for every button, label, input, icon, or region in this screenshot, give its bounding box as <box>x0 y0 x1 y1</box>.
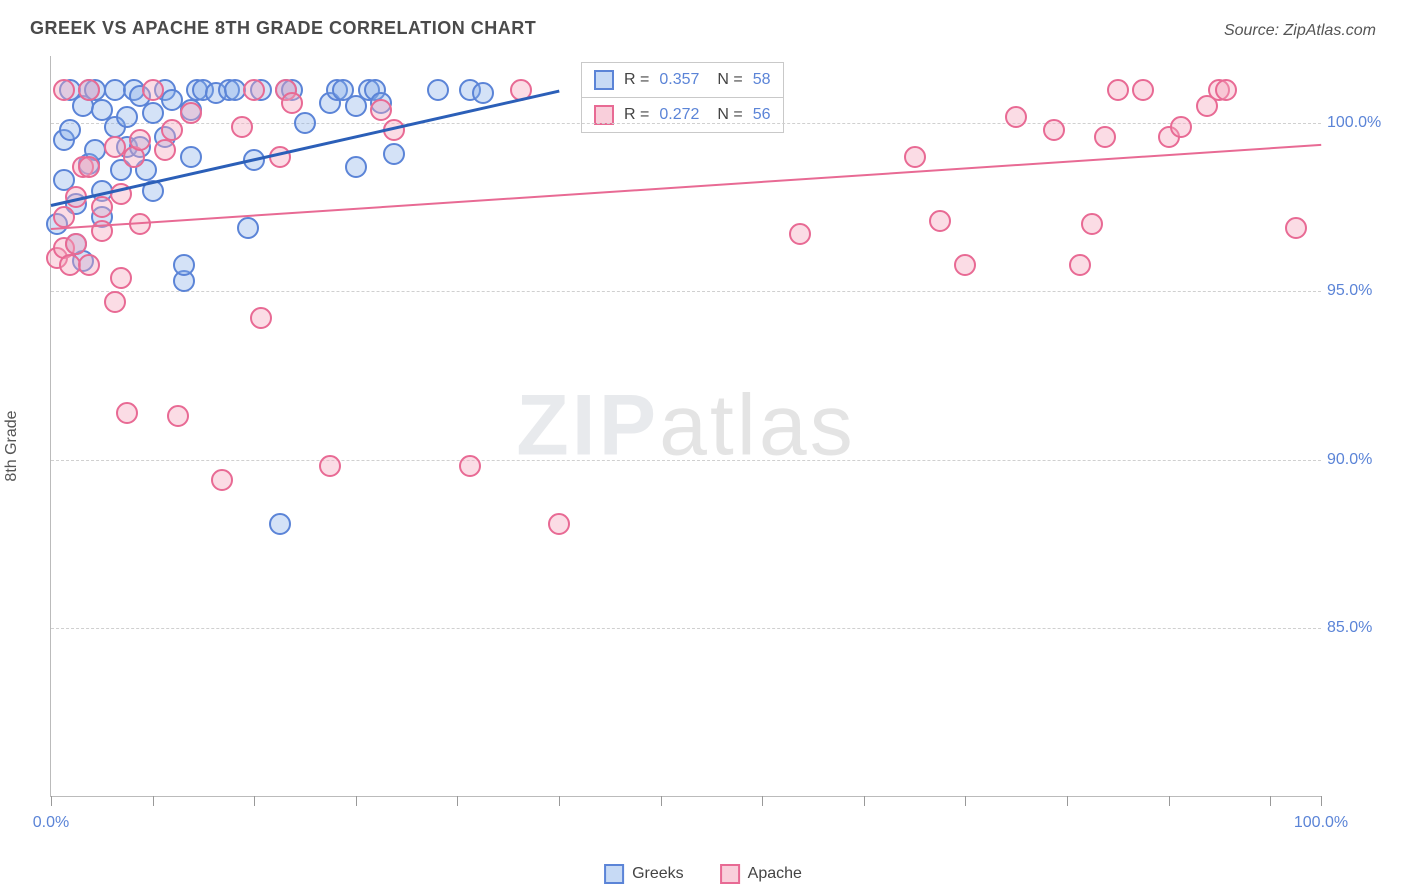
stats-n-value: 58 <box>753 63 771 97</box>
scatter-point-apache <box>281 92 303 114</box>
scatter-point-apache <box>167 405 189 427</box>
x-tick <box>356 796 357 806</box>
scatter-point-apache <box>1043 119 1065 141</box>
scatter-point-apache <box>904 146 926 168</box>
scatter-point-greeks <box>59 119 81 141</box>
scatter-point-apache <box>1094 126 1116 148</box>
x-tick <box>864 796 865 806</box>
scatter-point-greeks <box>269 513 291 535</box>
scatter-point-greeks <box>116 106 138 128</box>
plot-area: ZIPatlas R =0.357N =58R =0.272N =56 85.0… <box>50 56 1321 797</box>
x-tick-label: 0.0% <box>33 814 69 832</box>
stats-row: R = 0.272 N = 56 <box>582 98 783 132</box>
scatter-point-apache <box>459 455 481 477</box>
stats-r-label: R = <box>624 98 649 132</box>
scatter-point-apache <box>78 79 100 101</box>
scatter-point-greeks <box>472 82 494 104</box>
legend-label: Greeks <box>632 865 684 883</box>
x-tick-label: 100.0% <box>1294 814 1348 832</box>
x-tick <box>1169 796 1170 806</box>
stats-n-label: N = <box>717 98 742 132</box>
legend-item-apache: Apache <box>720 864 802 884</box>
x-tick <box>1270 796 1271 806</box>
stats-swatch-icon <box>594 70 614 90</box>
scatter-point-apache <box>104 291 126 313</box>
x-tick <box>661 796 662 806</box>
scatter-point-apache <box>65 233 87 255</box>
legend-swatch-icon <box>720 864 740 884</box>
scatter-point-apache <box>954 254 976 276</box>
scatter-point-apache <box>789 223 811 245</box>
x-tick <box>1321 796 1322 806</box>
scatter-point-apache <box>78 254 100 276</box>
scatter-point-apache <box>231 116 253 138</box>
scatter-point-apache <box>1107 79 1129 101</box>
scatter-point-greeks <box>142 102 164 124</box>
scatter-point-apache <box>250 307 272 329</box>
scatter-point-apache <box>91 196 113 218</box>
x-tick <box>51 796 52 806</box>
scatter-point-apache <box>1132 79 1154 101</box>
scatter-point-greeks <box>383 143 405 165</box>
x-tick <box>762 796 763 806</box>
x-tick <box>254 796 255 806</box>
chart-source: Source: ZipAtlas.com <box>1224 22 1376 40</box>
gridline <box>51 460 1321 461</box>
x-tick <box>457 796 458 806</box>
scatter-point-apache <box>110 267 132 289</box>
scatter-point-apache <box>370 99 392 121</box>
legend-item-greeks: Greeks <box>604 864 684 884</box>
y-tick-label: 90.0% <box>1327 451 1406 469</box>
scatter-point-apache <box>53 206 75 228</box>
x-tick <box>153 796 154 806</box>
scatter-point-apache <box>53 79 75 101</box>
scatter-point-apache <box>154 139 176 161</box>
watermark: ZIPatlas <box>516 377 855 476</box>
legend: Greeks Apache <box>604 864 802 884</box>
stats-n-label: N = <box>717 63 742 97</box>
scatter-point-greeks <box>180 146 202 168</box>
x-tick <box>559 796 560 806</box>
gridline <box>51 628 1321 629</box>
scatter-point-apache <box>1170 116 1192 138</box>
scatter-point-apache <box>211 469 233 491</box>
scatter-point-apache <box>319 455 341 477</box>
scatter-point-greeks <box>427 79 449 101</box>
stats-r-value: 0.272 <box>659 98 699 132</box>
scatter-point-apache <box>1069 254 1091 276</box>
scatter-point-greeks <box>294 112 316 134</box>
scatter-point-greeks <box>237 217 259 239</box>
y-tick-label: 100.0% <box>1327 114 1406 132</box>
stats-swatch-icon <box>594 105 614 125</box>
scatter-point-apache <box>243 79 265 101</box>
regression-line-apache <box>51 143 1321 229</box>
y-tick-label: 95.0% <box>1327 282 1406 300</box>
scatter-point-apache <box>548 513 570 535</box>
stats-row: R = 0.357 N = 58 <box>582 63 783 98</box>
scatter-point-apache <box>142 79 164 101</box>
scatter-point-apache <box>116 402 138 424</box>
scatter-point-greeks <box>345 156 367 178</box>
scatter-point-apache <box>129 129 151 151</box>
scatter-point-apache <box>1285 217 1307 239</box>
scatter-point-greeks <box>173 254 195 276</box>
scatter-point-apache <box>929 210 951 232</box>
stats-r-label: R = <box>624 63 649 97</box>
x-tick <box>1067 796 1068 806</box>
chart-title: GREEK VS APACHE 8TH GRADE CORRELATION CH… <box>30 18 536 39</box>
scatter-point-apache <box>161 119 183 141</box>
legend-label: Apache <box>748 865 802 883</box>
gridline <box>51 291 1321 292</box>
stats-n-value: 56 <box>753 98 771 132</box>
legend-swatch-icon <box>604 864 624 884</box>
scatter-point-apache <box>1081 213 1103 235</box>
scatter-point-apache <box>78 156 100 178</box>
scatter-point-apache <box>1215 79 1237 101</box>
scatter-point-apache <box>1005 106 1027 128</box>
y-tick-label: 85.0% <box>1327 619 1406 637</box>
y-axis-title: 8th Grade <box>3 410 21 481</box>
scatter-point-apache <box>180 102 202 124</box>
x-tick <box>965 796 966 806</box>
stats-r-value: 0.357 <box>659 63 699 97</box>
